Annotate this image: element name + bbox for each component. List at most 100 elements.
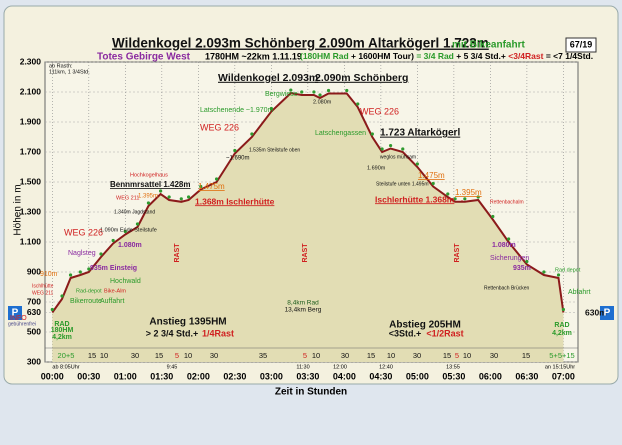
profile-point — [111, 238, 115, 243]
annotation: 4,2km — [52, 334, 72, 341]
annotation: 630m — [585, 307, 607, 317]
duration-label: 15 — [522, 351, 530, 360]
x-tick-label: 03:00 — [260, 371, 283, 381]
profile-point — [289, 88, 293, 92]
annotation: <1/2Rast — [426, 328, 463, 338]
duration-label: 15 — [367, 351, 375, 360]
annotation: 1.690m — [367, 165, 386, 171]
clock-label: ab 8:05Uhr — [52, 364, 79, 370]
annotation: P — [604, 308, 611, 319]
y-tick-label: 700 — [27, 296, 41, 306]
profile-point — [159, 189, 163, 193]
profile-point — [87, 267, 91, 271]
x-tick-label: 00:00 — [41, 371, 64, 381]
profile-point — [525, 259, 529, 264]
summary-part: + 5 3/4 Std.+ — [456, 51, 506, 61]
duration-label: 15 — [443, 351, 451, 360]
annotation: Bergwiese — [265, 91, 298, 98]
header-title: Wildenkogel 2.093m Schönberg 2.090m Alta… — [112, 36, 489, 51]
header-bike: mit Bikeanfahrt — [452, 40, 525, 51]
y-tick-label: 300 — [27, 356, 41, 366]
y-axis-title: Höhen in m — [13, 184, 24, 235]
annotation: WEG 211 — [116, 195, 139, 201]
annotation: Abstieg 205HM — [389, 320, 461, 331]
annotation: Bike-Alm — [104, 288, 126, 294]
number-box — [565, 37, 597, 53]
profile-point — [491, 214, 495, 219]
x-tick-label: 02:00 — [187, 371, 210, 381]
annotation: P — [12, 308, 19, 319]
x-tick-label: 03:30 — [296, 371, 319, 381]
annotation: gebührenfrei — [8, 321, 36, 327]
annotation: Naglsteg — [68, 250, 96, 257]
annotation: 1.535m Steilstufe oben — [249, 147, 300, 153]
annotation: > 2 3/4 Std.+ — [146, 328, 199, 338]
profile-point — [431, 181, 435, 186]
duration-label: 30 — [490, 351, 498, 360]
annotation: Ischlerhütte 1.368m — [375, 194, 455, 204]
y-tick-label: 1.900 — [20, 116, 42, 126]
annotation: 4,2km — [552, 330, 572, 337]
annotation: 910m — [40, 271, 58, 278]
profile-point — [345, 88, 349, 93]
duration-label: 20+5 — [58, 351, 75, 360]
y-tick-label: 900 — [27, 266, 41, 276]
clock-label: 12:00 — [333, 364, 347, 370]
annotation: 935m Einsteig — [90, 265, 137, 272]
annotation: 1.090m Ende Steilstufe — [100, 227, 157, 233]
annotation: 1.395m — [138, 194, 158, 200]
duration-label: 10 — [463, 351, 471, 360]
profile-point — [68, 273, 73, 277]
y-tick-label: 500 — [27, 326, 41, 336]
annotation: Bennmrsattel 1.428m — [110, 180, 190, 189]
x-axis-title: Zeit in Stunden — [275, 387, 347, 398]
x-tick-label: 00:30 — [77, 371, 100, 381]
annotation: 8,4km Rad — [287, 300, 319, 307]
clock-label: 11:30 — [296, 364, 309, 370]
profile-point — [135, 222, 140, 226]
profile-point — [233, 148, 237, 153]
duration-label: 35 — [259, 351, 267, 360]
x-tick-label: 06:30 — [515, 371, 538, 381]
annotation: 1.368m Ischlerhütte — [195, 196, 275, 206]
duration-label: 30 — [210, 351, 218, 360]
profile-point — [50, 307, 54, 312]
profile-point — [123, 229, 127, 234]
duration-label: 30 — [413, 351, 421, 360]
x-tick-label: 04:00 — [333, 371, 356, 381]
annotation: Hochkogelhaus — [130, 172, 168, 178]
profile-point — [463, 197, 467, 201]
x-tick-label: 05:30 — [442, 371, 465, 381]
header-summary: (180HM Rad + 1600HM Tour) = 3/4 Rad + 5 … — [300, 51, 593, 61]
y-tick-label: 1.500 — [20, 176, 42, 186]
profile-point — [199, 184, 203, 189]
profile-point — [401, 147, 405, 151]
header-stats: 1780HM ~22km 1.11.19 — [205, 51, 302, 61]
duration-label: 15 — [88, 351, 96, 360]
y-tick-label: 1.300 — [20, 206, 42, 216]
profile-point — [507, 237, 511, 241]
annotation: WEG 226 — [64, 227, 103, 237]
profile-point — [312, 90, 316, 94]
annotation: 1.475m — [418, 171, 445, 180]
profile-point — [250, 132, 254, 136]
clock-label: an 15:15Uhr — [545, 364, 575, 370]
profile-point — [356, 102, 360, 106]
annotation: 1.723 Altarkögerl — [380, 128, 460, 139]
profile-point — [186, 195, 191, 199]
profile-point — [388, 143, 393, 148]
profile-point — [300, 90, 304, 94]
profile-point — [446, 192, 450, 196]
x-tick-label: 01:30 — [150, 371, 173, 381]
annotation: WEG 226 — [200, 122, 239, 132]
profile-point — [60, 294, 64, 298]
annotation: Rettenbachalm — [490, 199, 524, 205]
profile-point — [542, 270, 546, 274]
header-region: Totes Gebirge West — [97, 52, 191, 63]
annotation: ~1.690m — [226, 156, 250, 162]
clock-label: 13:55 — [446, 364, 460, 370]
annotation: Abfahrt — [568, 289, 591, 296]
annotation: Latschengassen — [315, 130, 366, 137]
annotation: 1.080m — [118, 242, 142, 249]
header-number: 67/19 — [570, 39, 593, 49]
